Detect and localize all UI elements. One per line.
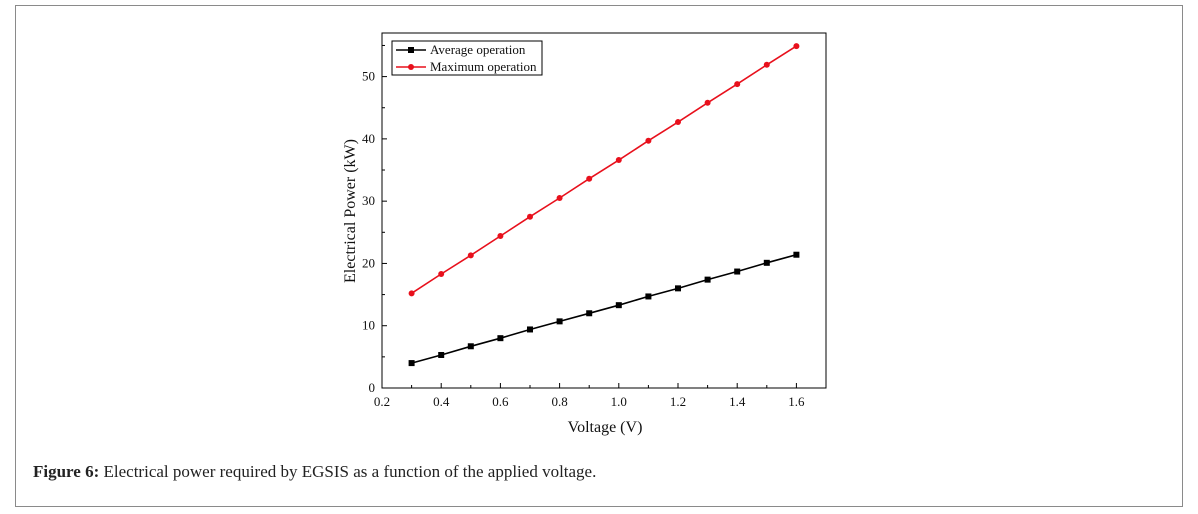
data-point — [408, 290, 415, 297]
y-tick-label: 20 — [362, 255, 375, 270]
y-axis-label: Electrical Power (kW) — [342, 139, 359, 283]
series-line-1 — [411, 253, 797, 364]
legend-marker — [408, 64, 414, 70]
legend: Average operation Maximum operation — [391, 40, 543, 76]
data-point — [586, 310, 593, 317]
data-point — [467, 343, 474, 350]
data-point — [645, 137, 652, 144]
data-point — [438, 351, 445, 358]
x-tick-label: 1.6 — [788, 394, 805, 409]
figure-caption: Figure 6: Electrical power required by E… — [33, 462, 596, 482]
legend-label: Maximum operation — [430, 59, 537, 74]
data-point — [615, 302, 622, 309]
data-point — [467, 252, 474, 259]
x-tick-label: 0.4 — [433, 394, 450, 409]
data-point — [763, 259, 770, 266]
y-tick-label: 30 — [362, 193, 375, 208]
data-point — [556, 318, 563, 325]
x-tick-label: 1.2 — [670, 394, 686, 409]
x-tick-label: 1.0 — [611, 394, 627, 409]
y-tick-label: 40 — [362, 131, 375, 146]
data-point — [763, 61, 770, 68]
data-point — [645, 293, 652, 300]
plot-area-border — [381, 32, 827, 389]
x-tick-label: 0.8 — [551, 394, 567, 409]
y-tick-label: 50 — [362, 69, 375, 84]
x-tick-label: 0.2 — [374, 394, 390, 409]
x-tick-label: 0.6 — [492, 394, 509, 409]
figure-frame — [15, 5, 1183, 507]
data-point — [675, 285, 681, 292]
data-point — [675, 119, 681, 126]
y-tick-label: 0 — [369, 380, 376, 395]
data-point — [408, 360, 415, 367]
legend-label: Average operation — [430, 42, 526, 57]
data-point — [527, 326, 533, 333]
data-point — [497, 233, 504, 240]
legend-box — [391, 40, 543, 76]
data-point — [734, 268, 741, 275]
legend-marker — [408, 47, 414, 53]
caption-text: Electrical power required by EGSIS as a … — [99, 462, 597, 481]
data-point — [734, 81, 741, 88]
data-point — [438, 271, 445, 278]
data-point — [704, 276, 711, 283]
data-point — [586, 175, 593, 182]
data-point — [497, 335, 504, 342]
series-line-2 — [411, 45, 797, 294]
data-point — [793, 43, 800, 50]
data-point — [793, 251, 800, 258]
y-tick-label: 10 — [362, 318, 375, 333]
data-point — [704, 99, 711, 106]
data-point — [527, 213, 533, 220]
x-axis-label: Voltage (V) — [568, 419, 643, 436]
x-tick-label: 1.4 — [729, 394, 746, 409]
data-point — [556, 195, 563, 202]
caption-label: Figure 6: — [33, 462, 100, 481]
data-point — [615, 157, 622, 164]
